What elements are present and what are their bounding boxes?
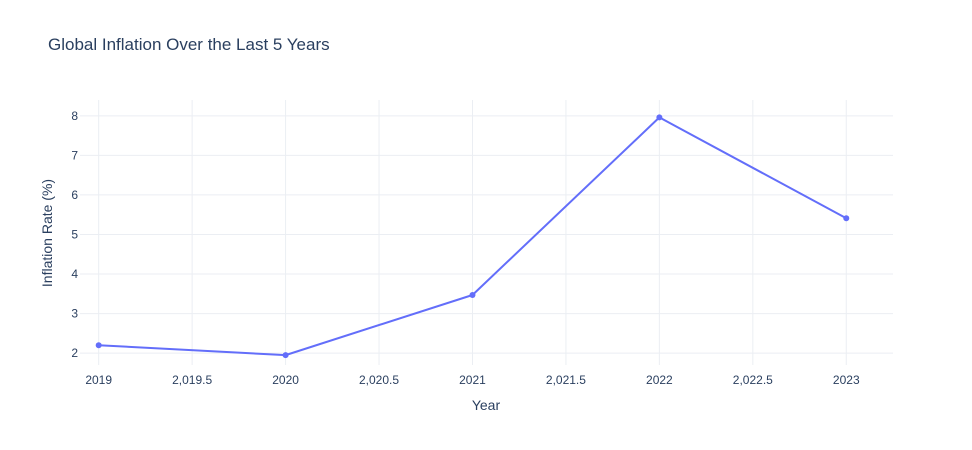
x-tick-label: 2021	[459, 373, 486, 387]
x-tick-label: 2019	[85, 373, 112, 387]
x-tick-label: 2,021.5	[546, 373, 586, 387]
y-tick-label: 3	[71, 307, 78, 321]
x-tick-label: 2,019.5	[172, 373, 212, 387]
grid-layer	[80, 100, 893, 365]
x-tick-label: 2,022.5	[733, 373, 773, 387]
y-tick-label: 7	[71, 148, 78, 162]
x-tick-label: 2,020.5	[359, 373, 399, 387]
axis-layer: 2019 2,019.5 2020 2,020.5 2021 2,021.5 2022 2,0…	[71, 109, 860, 387]
y-tick-label: 4	[71, 267, 78, 281]
series-layer	[95, 114, 850, 359]
y-axis-title: Inflation Rate (%)	[39, 179, 55, 287]
data-point[interactable]	[469, 291, 476, 298]
y-tick-label: 2	[71, 346, 78, 360]
y-tick-label: 6	[71, 188, 78, 202]
chart-title: Global Inflation Over the Last 5 Years	[48, 35, 330, 54]
data-point[interactable]	[95, 342, 102, 349]
y-tick-label: 5	[71, 227, 78, 241]
x-axis-title: Year	[472, 397, 501, 413]
data-point[interactable]	[843, 215, 850, 222]
data-point[interactable]	[282, 352, 289, 359]
x-tick-label: 2023	[833, 373, 860, 387]
y-tick-label: 8	[71, 109, 78, 123]
x-tick-label: 2022	[646, 373, 673, 387]
x-tick-label: 2020	[272, 373, 299, 387]
data-point[interactable]	[656, 114, 663, 121]
